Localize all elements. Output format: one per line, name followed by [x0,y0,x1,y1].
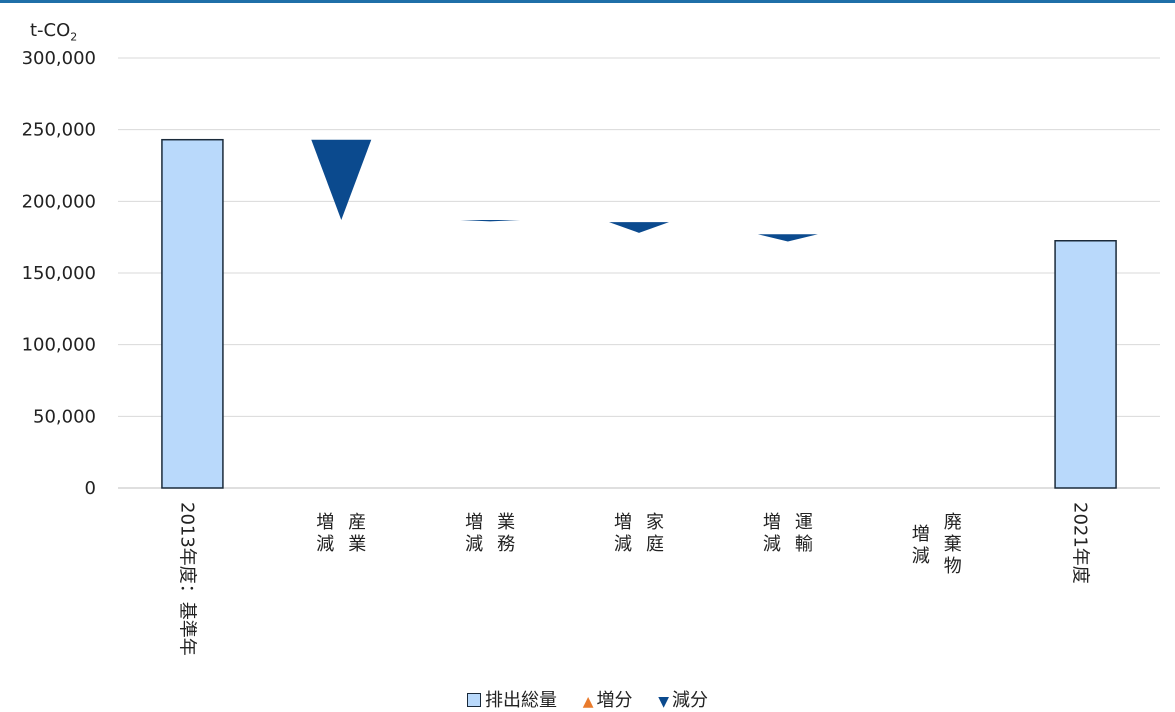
category-label-char: 減 [614,534,632,555]
y-tick-label: 200,000 [22,191,96,212]
legend-item-decrease: ▼ 減分 [658,686,708,712]
category-label-char: 庭 [646,534,664,555]
y-tick-label: 50,000 [33,406,96,427]
y-tick-label: 250,000 [22,120,96,141]
category-label-char: 業 [497,512,515,533]
legend-item-total: 排出総量 [466,686,557,712]
waterfall-chart: 0 50,000 100,000 150,000 200,000 250,000 300,0… [22,48,1160,656]
category-label-char: 増 [912,524,930,545]
legend-label-decrease: 減分 [672,690,709,711]
category-label-char: 棄 [944,534,962,555]
category-label-char: 業 [348,534,366,555]
legend-label-increase: 増分 [596,690,633,711]
category-label-char: 運 [795,512,813,533]
decrease-triangle-icon: ▼ [658,694,670,710]
top-border [0,0,1175,3]
category-label-char: 増 [614,512,632,533]
decrease-triangle [609,222,669,233]
category-label-char: 増 [316,512,334,533]
increase-triangle-icon: ▲ [582,694,594,710]
legend-swatch-total [466,693,481,707]
category-label-char: 増 [763,512,781,533]
category-label-char: 減 [316,534,334,555]
category-label-char: 産 [348,512,366,533]
legend-label-total: 排出総量 [484,690,557,711]
category-label-char: 減 [763,534,781,555]
decrease-triangle [757,234,818,242]
category-label-char: 務 [497,534,515,555]
category-label-char: 増 [465,512,483,533]
bar-total [161,138,224,489]
category-label-char: 減 [465,534,483,555]
unit-subscript: 2 [70,30,78,44]
category-label-char: 家 [646,512,664,533]
category-label: 2021年度 [1070,502,1091,584]
y-tick-label: 150,000 [22,263,96,284]
y-tick-label: 100,000 [22,335,96,356]
legend: 排出総量 ▲ 増分 ▼ 減分 [0,686,1175,712]
bar-total [1054,240,1117,489]
category-label-char: 廃 [944,512,962,533]
y-axis-unit: t-CO2 [30,20,77,44]
category-label-char: 輸 [795,534,813,555]
unit-label: t-CO [30,20,71,41]
decrease-triangle [311,139,372,220]
category-label: 2013年度：基準年 [176,502,197,656]
y-tick-label: 300,000 [22,48,96,69]
decrease-triangle [460,219,521,222]
category-label-char: 物 [944,556,962,577]
legend-item-increase: ▲ 増分 [583,686,633,712]
category-label-char: 減 [912,546,930,567]
y-tick-label: 0 [85,478,96,499]
